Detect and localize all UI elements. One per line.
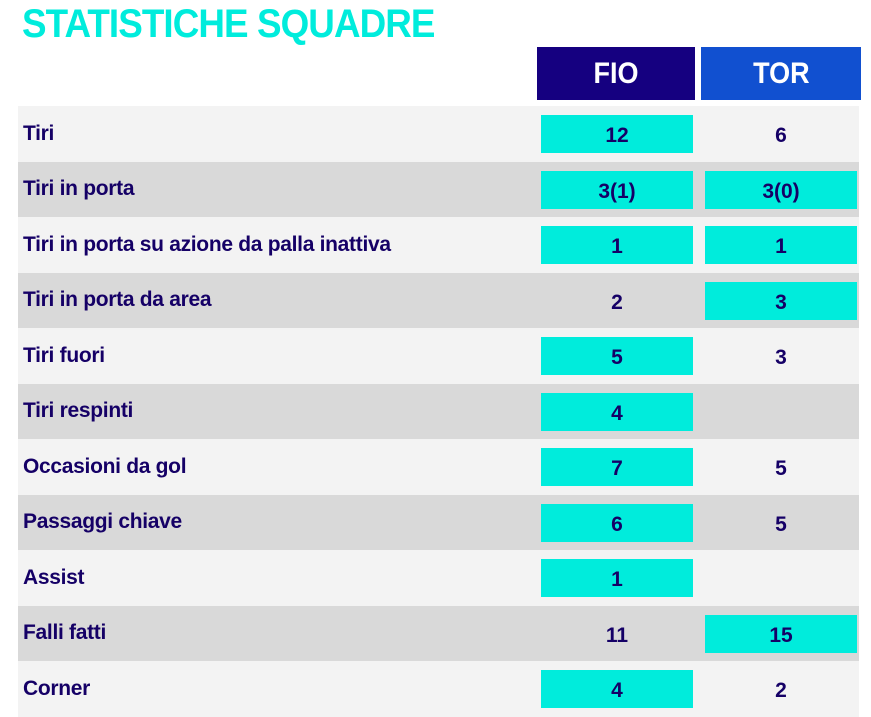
stat-label: Tiri in porta (23, 177, 135, 201)
team-header-home-label: FIO (593, 56, 639, 90)
stat-label: Occasioni da gol (23, 454, 187, 478)
stat-value-away: 15 (705, 614, 857, 653)
stat-value-home: 12 (541, 115, 693, 153)
stat-value-away: 6 (775, 124, 787, 147)
stat-value-away: 1 (705, 226, 857, 264)
stats-table: Tiri 12 6 Tiri in porta 3(1) 3(0) Tiri in port… (18, 106, 859, 717)
stat-value-away: 5 (775, 512, 787, 536)
stat-value-away: 5 (775, 457, 787, 480)
stat-value-home: 7 (541, 448, 693, 486)
stat-label: Tiri in porta su azione da palla inattiv… (23, 232, 391, 256)
stat-value-away (705, 393, 857, 431)
stat-label: Tiri fuori (23, 343, 105, 367)
stat-value-away: 3(0) (705, 170, 857, 209)
stat-label: Tiri (23, 121, 55, 145)
team-header-away-label: TOR (752, 56, 810, 90)
team-header-away: TOR (701, 47, 861, 100)
stat-label: Passaggi chiave (23, 510, 182, 534)
table-row: Tiri 12 6 (18, 106, 859, 162)
stat-value-home: 5 (541, 337, 693, 375)
table-row: Occasioni da gol 7 5 (18, 439, 859, 495)
stat-value-home: 2 (611, 290, 623, 314)
stat-value-away: 3 (775, 346, 787, 369)
team-header-home: FIO (537, 47, 695, 100)
stat-value-home: 1 (541, 226, 693, 264)
stat-value-home: 1 (541, 559, 693, 597)
stat-value-home: 6 (541, 503, 693, 542)
stat-value-away (705, 559, 857, 597)
table-row: Tiri in porta 3(1) 3(0) (18, 161, 859, 217)
table-row: Assist 1 (18, 550, 859, 606)
stat-label: Tiri respinti (23, 399, 134, 423)
table-row: Tiri in porta da area 2 3 (18, 272, 859, 328)
page-title: STATISTICHE SQUADRE (22, 2, 435, 46)
stat-value-home: 11 (605, 623, 629, 647)
table-row: Passaggi chiave 6 5 (18, 494, 859, 550)
table-row: Falli fatti 11 15 (18, 605, 859, 661)
stat-label: Tiri in porta da area (23, 288, 212, 312)
stat-value-away: 3 (705, 281, 857, 320)
stat-label: Corner (23, 676, 91, 700)
table-row: Tiri fuori 5 3 (18, 328, 859, 384)
stat-value-away: 2 (775, 679, 787, 702)
table-row: Tiri respinti 4 (18, 383, 859, 439)
stat-value-home: 3(1) (541, 170, 693, 209)
stat-value-home: 4 (541, 670, 693, 708)
stat-value-home: 4 (541, 392, 693, 431)
table-row: Corner 4 2 (18, 661, 859, 717)
stat-label: Assist (23, 565, 85, 589)
stat-label: Falli fatti (23, 621, 107, 645)
table-row: Tiri in porta su azione da palla inattiv… (18, 217, 859, 273)
